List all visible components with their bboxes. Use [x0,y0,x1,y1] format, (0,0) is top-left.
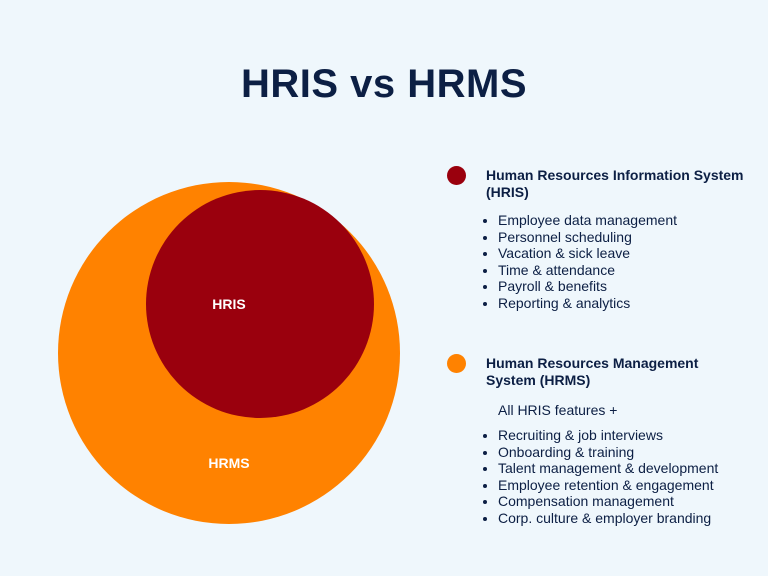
hris-feature-item: Personnel scheduling [498,229,677,246]
hris-circle [146,190,374,418]
page-title: HRIS vs HRMS [240,62,528,106]
hrms-feature-item: Employee retention & engagement [498,477,718,494]
hrms-intro-text: All HRIS features + [498,402,618,418]
hris-feature-item: Reporting & analytics [498,295,677,312]
hrms-feature-item: Talent management & development [498,460,718,477]
hrms-circle-label: HRMS [208,455,250,471]
hris-feature-item: Payroll & benefits [498,278,677,295]
hris-feature-list: Employee data management Personnel sched… [482,212,677,311]
hrms-legend-dot [447,354,466,373]
hrms-feature-item: Compensation management [498,493,718,510]
hrms-legend-heading: Human Resources Management System (HRMS) [486,355,699,388]
hrms-feature-item: Onboarding & training [498,444,718,461]
hrms-feature-item: Corp. culture & employer branding [498,510,718,527]
hris-feature-item: Employee data management [498,212,677,229]
hris-legend-dot [447,166,466,185]
hrms-feature-item: Recruiting & job interviews [498,427,718,444]
hris-circle-label: HRIS [212,296,246,312]
hrms-feature-list: Recruiting & job interviews Onboarding &… [482,427,718,526]
hris-feature-item: Time & attendance [498,262,677,279]
hris-legend-heading: Human Resources Information System (HRIS… [486,167,744,200]
hris-feature-item: Vacation & sick leave [498,245,677,262]
